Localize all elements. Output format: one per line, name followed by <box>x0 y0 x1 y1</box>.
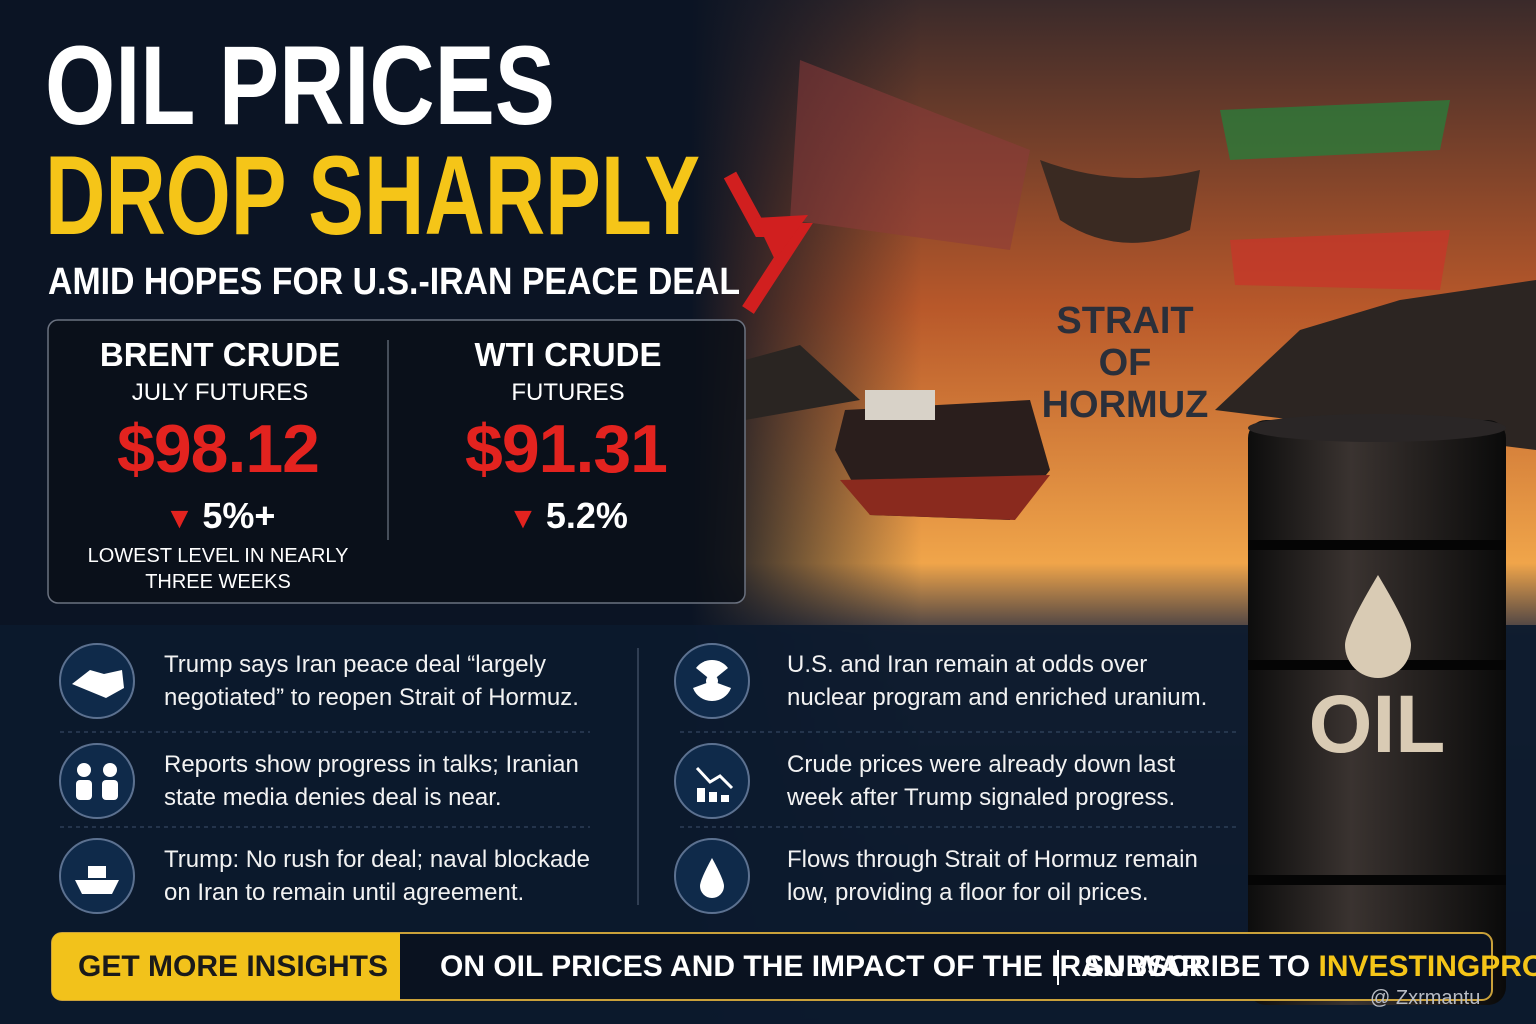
price-change: ▼ 5%+ <box>164 495 276 536</box>
price-value: $98.12 <box>117 411 320 487</box>
bullet: Trump says Iran peace deal “largely nego… <box>164 651 579 711</box>
bullet: Crude prices were already down last week… <box>787 751 1176 811</box>
headline: OIL PRICES DROP SHARPLY AMID HOPES FOR U… <box>45 23 740 303</box>
footer-message: ON OIL PRICES AND THE IMPACT OF THE IRAN… <box>440 950 1203 983</box>
subscribe-link[interactable]: SUBSCRIBE TO INVESTINGPRO <box>1084 950 1536 984</box>
price-contract: JULY FUTURES <box>131 379 309 406</box>
subtitle: AMID HOPES FOR U.S.-IRAN PEACE DEAL <box>48 261 740 303</box>
price-name: WTI CRUDE <box>474 336 662 373</box>
location-label: STRAIT OF HORMUZ <box>1041 300 1209 426</box>
price-value: $91.31 <box>465 411 668 487</box>
price-name: BRENT CRUDE <box>99 336 341 373</box>
price-note: LOWEST LEVEL IN NEARLY THREE WEEKS <box>87 545 349 593</box>
change-value: 5%+ <box>202 495 276 536</box>
price-change: ▼ 5.2% <box>508 495 628 536</box>
subscribe-text: SUBSCRIBE TO <box>1084 950 1311 983</box>
watermark: @ Zxrmantu <box>1370 987 1481 1009</box>
title-line2: DROP SHARPLY <box>45 133 700 258</box>
bullet: Flows through Strait of Hormuz remain lo… <box>787 846 1198 906</box>
title-line1: OIL PRICES <box>45 23 555 148</box>
brand: INVESTINGPRO <box>1318 950 1536 983</box>
barrel-label: OIL <box>1309 679 1446 770</box>
change-value: 5.2% <box>545 495 628 536</box>
bullet: Reports show progress in talks; Iranian … <box>164 751 579 811</box>
price-contract: FUTURES <box>511 379 625 406</box>
bullet: U.S. and Iran remain at odds over nuclea… <box>787 651 1208 711</box>
bullet: Trump: No rush for deal; naval blockade … <box>164 846 590 906</box>
cta-label[interactable]: GET MORE INSIGHTS <box>78 950 389 983</box>
